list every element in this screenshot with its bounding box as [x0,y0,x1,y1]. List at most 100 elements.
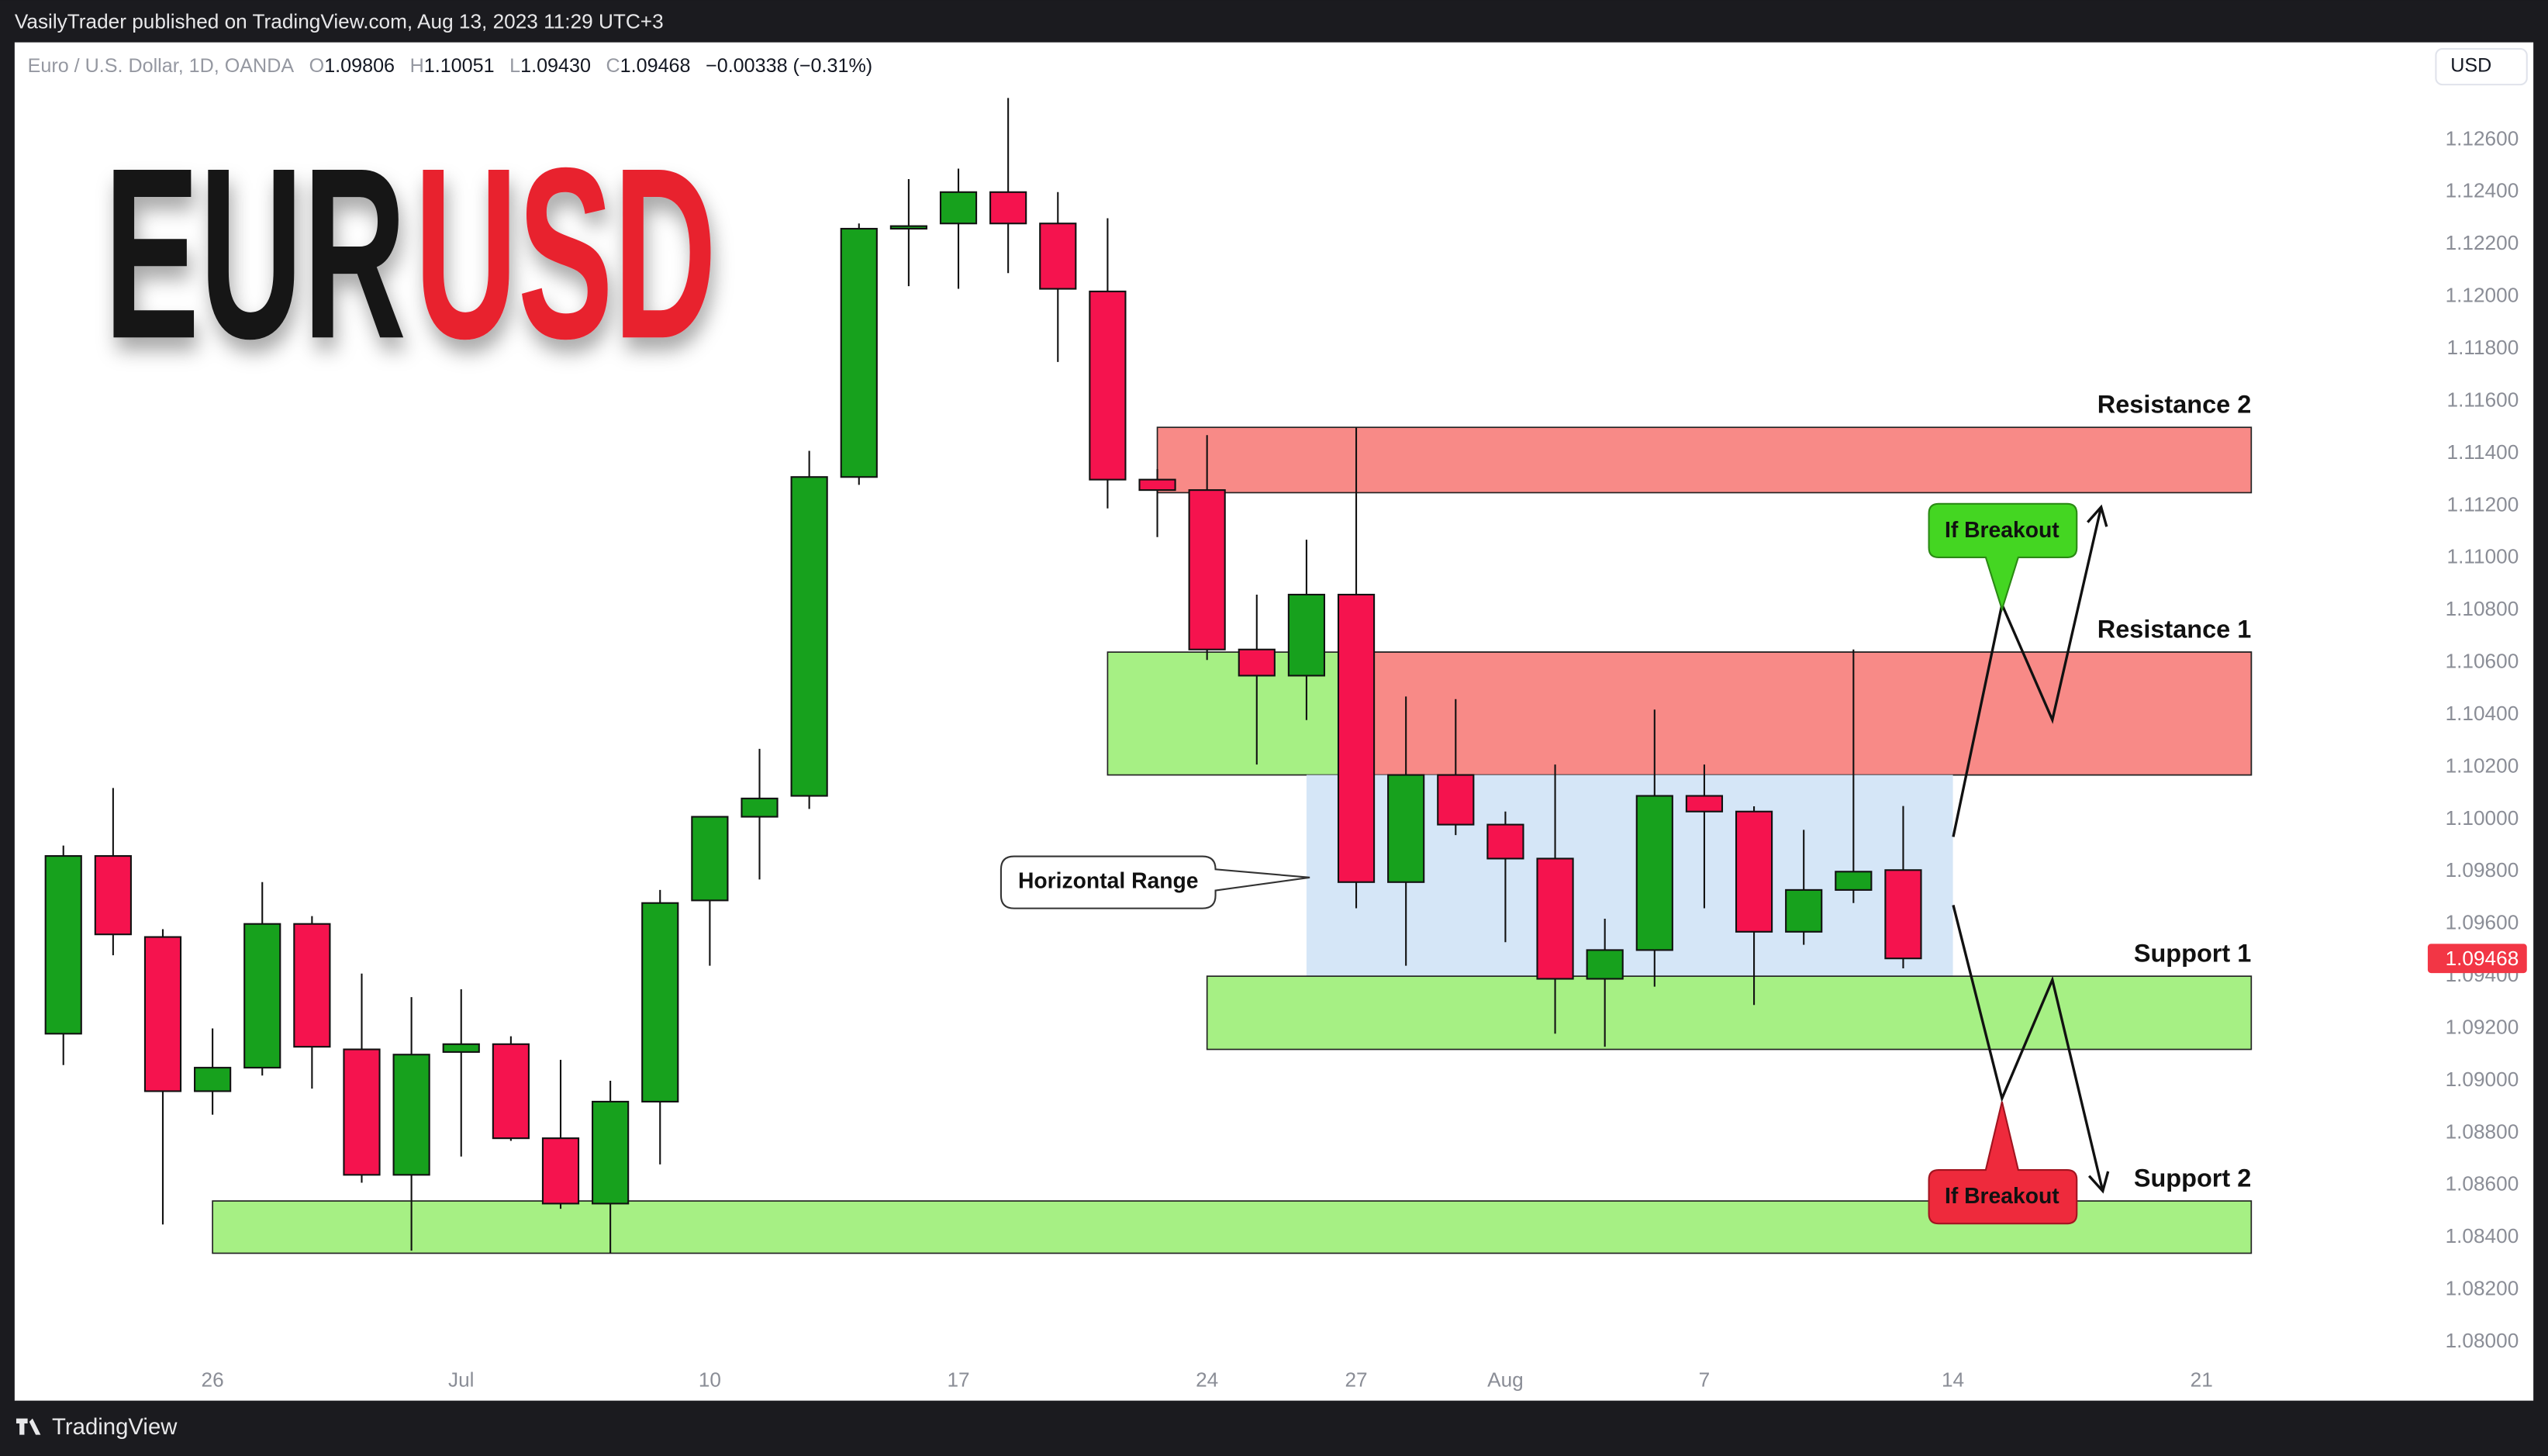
footer: TradingView [16,1414,178,1440]
candle-body [1785,888,1823,933]
candle-body [293,923,331,1048]
candle-body [1635,795,1673,951]
big-title: EURUSD [104,116,716,389]
y-tick-label: 1.09000 [2446,1068,2519,1091]
candle-body [1586,949,1624,980]
candle-body [889,225,927,230]
x-tick-label: 26 [202,1368,224,1391]
y-tick-label: 1.08200 [2446,1277,2519,1300]
y-tick-label: 1.11200 [2447,492,2519,516]
candle-body [1337,593,1376,883]
y-tick-label: 1.12400 [2446,179,2519,202]
x-tick-label: 10 [699,1368,721,1391]
ohlc-label: L [509,55,520,77]
callout-text: Horizontal Range [1018,868,1199,893]
x-tick-label: 21 [2191,1368,2213,1391]
candle-body [1039,223,1077,290]
currency-label[interactable]: USD [2450,55,2491,77]
time-axis: 26 Jul 10 17 24 27 Aug 7 14 21 [202,1368,2213,1391]
candle-body [392,1054,430,1176]
candle-body [691,816,729,902]
ohlc-value: 1.09468 [620,55,691,77]
x-tick-label: 27 [1345,1368,1367,1391]
candle-body [44,855,82,1035]
candle-body [790,476,828,797]
candles [44,98,1922,1254]
candle-body [143,936,182,1092]
candle-body [939,191,978,225]
title: EURUSD [104,116,716,389]
y-tick-label: 1.09200 [2446,1015,2519,1038]
candle-body [442,1043,480,1053]
ohlc-value: 1.09430 [520,55,591,77]
currency-button[interactable] [2435,47,2528,86]
ohlc-label: C [606,55,620,77]
y-tick-label: 1.12000 [2446,284,2519,307]
callout-box [1928,502,2078,612]
breakout-up-arrow [1952,504,2108,837]
y-tick-label: 1.08400 [2446,1224,2519,1247]
candle-body [1835,871,1873,891]
y-tick-label: 1.11000 [2447,545,2519,568]
x-tick-label: 14 [1942,1368,1964,1391]
candle-body [641,902,679,1102]
header-legend: Euro / U.S. Dollar, 1D, OANDA O1.09806 H… [28,55,873,77]
footer-brand: TradingView [52,1414,178,1440]
zone [1206,975,2253,1051]
callout-range: Horizontal Range [1000,855,1310,909]
zone [212,1200,2253,1254]
x-tick-label: 7 [1699,1368,1711,1391]
y-tick-label: 1.11800 [2447,336,2519,359]
callout-down: If Breakout [1928,1101,2078,1225]
candle-body [1238,648,1276,677]
x-tick-label: 17 [947,1368,969,1391]
y-tick-label: 1.11600 [2447,388,2519,411]
candle-body [592,1100,630,1205]
y-tick-label: 1.08000 [2446,1329,2519,1352]
candle-body [741,797,779,818]
y-tick-label: 1.08800 [2446,1120,2519,1143]
top-bar-text: VasilyTrader published on TradingView.co… [15,9,664,33]
y-tick-label: 1.10000 [2446,806,2519,830]
callout-text: If Breakout [1945,517,2059,542]
candle-body [1486,823,1524,860]
zone-labels: Resistance 2 Resistance 1 Support 1 Support… [2097,391,2252,1192]
candle-body [1387,774,1425,883]
candle-body [1735,810,1773,933]
title-part: EUR [104,116,406,389]
ohlc-value: 1.10051 [424,55,495,77]
zone [1156,426,2253,494]
y-tick-label: 1.10200 [2446,754,2519,777]
x-tick-label: Aug [1487,1368,1524,1391]
y-tick-label: 1.10600 [2446,650,2519,673]
x-tick-label: Jul [448,1368,474,1391]
last-price-label: 1.09468 [2446,947,2519,970]
ohlc-label: O [309,55,325,77]
candle-body [492,1043,530,1140]
zone [1355,651,2253,776]
y-tick-label: 1.10800 [2446,597,2519,620]
candle-body [541,1137,580,1205]
candle-body [1437,774,1475,826]
y-tick-label: 1.11400 [2447,440,2519,464]
last-price-badge: 1.09468 [2427,944,2527,974]
last-price-box [2427,944,2527,974]
zone-label: Support 2 [2134,1164,2252,1192]
price-axis: 1.08000 1.08200 1.08400 1.08600 1.08800 1.090… [2446,126,2519,1352]
footer-logo [16,1418,41,1435]
zone-label: Support 1 [2134,939,2252,967]
ohlc-value: 1.09806 [324,55,395,77]
zone-label: Resistance 2 [2097,391,2252,419]
change: −0.00338 (−0.31%) [706,55,872,77]
y-tick-label: 1.12600 [2446,126,2519,150]
y-tick-label: 1.09600 [2446,911,2519,934]
candle-body [1685,795,1724,813]
y-tick-label: 1.08600 [2446,1172,2519,1196]
x-tick-label: 24 [1196,1368,1218,1391]
candle-body [94,855,132,936]
y-tick-label: 1.10400 [2446,702,2519,725]
candle-body [1884,869,1922,960]
zone-label: Resistance 1 [2097,615,2252,643]
candle-body [343,1048,381,1176]
